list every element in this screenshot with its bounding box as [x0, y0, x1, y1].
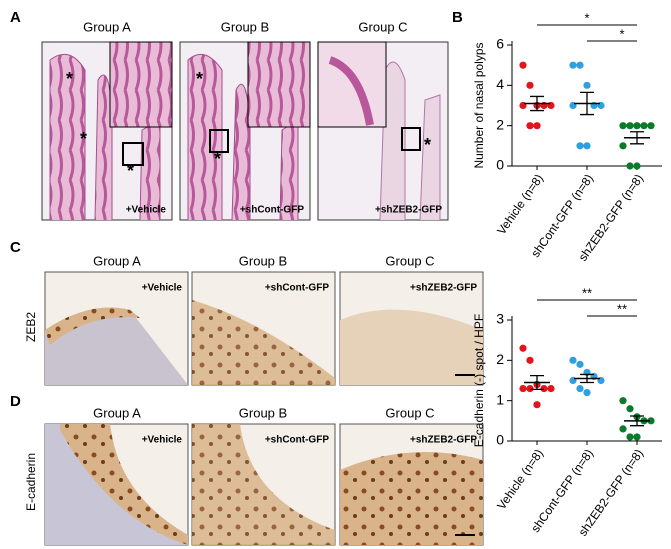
group-label: Group B: [221, 19, 269, 34]
image: * * * +Vehicle: [41, 41, 173, 221]
dot: [619, 122, 627, 130]
dot: [583, 389, 591, 397]
panel-d: E-cadherin Group A Group B Group C +Vehi…: [24, 405, 484, 546]
panel-label: C: [10, 239, 21, 256]
sem-bar: [630, 131, 644, 145]
marker: *: [66, 69, 73, 89]
y-axis-label: E-cadherin (-) spot / HPF: [472, 314, 486, 447]
dot: [526, 356, 534, 364]
y-tick-label: 4: [496, 76, 504, 92]
group-label: Group A: [83, 19, 131, 34]
sem-bar: [530, 375, 544, 391]
marker: *: [214, 149, 221, 169]
dot: [583, 142, 591, 150]
dot: [640, 122, 648, 130]
dot: [626, 162, 634, 170]
dot: [633, 122, 641, 130]
dot: [519, 344, 527, 352]
marker: *: [127, 161, 134, 181]
dot: [647, 417, 655, 425]
treatment-label: +Vehicle: [142, 283, 183, 294]
dot: [626, 405, 634, 413]
group-label: Group A: [93, 405, 141, 420]
sem-bar: [580, 373, 594, 384]
x-tick-label: Vehicle (n=8): [494, 447, 546, 513]
group-label: Group C: [385, 405, 434, 420]
significance-label: **: [582, 285, 592, 300]
image: * * +shCont-GFP: [179, 41, 311, 221]
dot: [626, 122, 634, 130]
stain-label: ZEB2: [24, 312, 38, 342]
dot: [576, 360, 584, 368]
dot: [626, 433, 634, 441]
marker: *: [80, 129, 87, 149]
y-tick-label: 2: [496, 116, 504, 132]
marker: *: [424, 135, 431, 155]
y-tick-label: 2: [496, 351, 504, 367]
sem-bar: [630, 415, 644, 427]
dot: [576, 61, 584, 69]
treatment-label: +shCont-GFP: [265, 283, 329, 294]
dot: [576, 142, 584, 150]
dot: [619, 397, 627, 405]
treatment-label: +shCont-GFP: [265, 435, 329, 446]
y-tick-label: 6: [496, 36, 504, 52]
stain-label: E-cadherin: [24, 453, 38, 511]
y-tick-label: 0: [496, 157, 504, 173]
dot: [533, 122, 541, 130]
dot: [619, 425, 627, 433]
panel-label: D: [10, 393, 21, 410]
dot: [526, 122, 534, 130]
dot: [526, 81, 534, 89]
dot: [619, 142, 627, 150]
group-label: Group A: [93, 253, 141, 268]
group-label: Group C: [358, 19, 407, 34]
panel-a: Group A Group B Group C * * * +Vehicle *…: [41, 19, 449, 221]
panel-label: A: [10, 9, 21, 26]
dot: [547, 384, 555, 393]
dot: [519, 384, 527, 393]
group-label: Group B: [239, 405, 287, 420]
x-tick-label: Vehicle (n=8): [494, 172, 546, 238]
y-tick-label: 0: [496, 432, 504, 448]
panel-label: B: [452, 9, 463, 26]
treatment-label: +shCont-GFP: [240, 205, 304, 216]
y-tick-label: 1: [496, 391, 504, 407]
group-label: Group B: [239, 253, 287, 268]
significance-label: *: [619, 26, 624, 41]
panel-c: ZEB2 Group A Group B Group C +Vehicle +s…: [24, 253, 484, 386]
treatment-label: +Vehicle: [142, 435, 183, 446]
group-label: Group C: [385, 253, 434, 268]
dot: [526, 384, 534, 393]
dot: [647, 122, 655, 130]
dot: [583, 81, 591, 89]
dot: [569, 61, 577, 69]
dot: [633, 162, 641, 170]
treatment-label: +shZEB2-GFP: [375, 205, 442, 216]
sem-bar: [530, 95, 544, 112]
dot: [633, 433, 641, 441]
dot: [519, 61, 527, 69]
sem-bar: [580, 91, 594, 116]
treatment-label: +Vehicle: [126, 205, 167, 216]
dot: [576, 384, 584, 393]
y-tick-label: 3: [496, 311, 504, 327]
significance-label: *: [584, 10, 589, 25]
image: * +shZEB2-GFP: [317, 41, 449, 221]
dot: [569, 356, 577, 364]
marker: *: [196, 69, 203, 89]
treatment-label: +shZEB2-GFP: [410, 435, 477, 446]
dot: [540, 384, 548, 393]
y-axis-label: Number of nasal polyps: [472, 42, 486, 168]
treatment-label: +shZEB2-GFP: [410, 283, 477, 294]
significance-label: **: [617, 301, 627, 316]
dot: [533, 401, 541, 409]
